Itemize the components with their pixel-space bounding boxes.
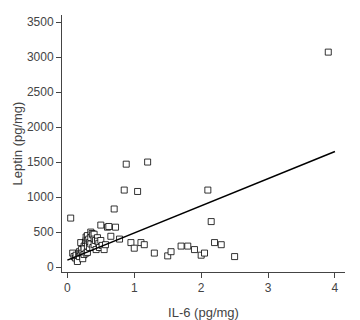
svg-text:1: 1 bbox=[131, 281, 138, 295]
svg-text:3500: 3500 bbox=[27, 15, 54, 29]
svg-text:4: 4 bbox=[332, 281, 339, 295]
svg-text:0: 0 bbox=[64, 281, 71, 295]
svg-text:3: 3 bbox=[265, 281, 272, 295]
svg-text:2500: 2500 bbox=[27, 85, 54, 99]
svg-text:3000: 3000 bbox=[27, 50, 54, 64]
svg-text:1000: 1000 bbox=[27, 190, 54, 204]
svg-text:0: 0 bbox=[47, 260, 54, 274]
svg-text:1500: 1500 bbox=[27, 155, 54, 169]
svg-text:2: 2 bbox=[198, 281, 205, 295]
svg-text:500: 500 bbox=[34, 225, 54, 239]
svg-text:IL-6 (pg/mg): IL-6 (pg/mg) bbox=[168, 305, 239, 320]
svg-text:Leptin (pg/mg): Leptin (pg/mg) bbox=[10, 102, 25, 186]
svg-text:2000: 2000 bbox=[27, 120, 54, 134]
